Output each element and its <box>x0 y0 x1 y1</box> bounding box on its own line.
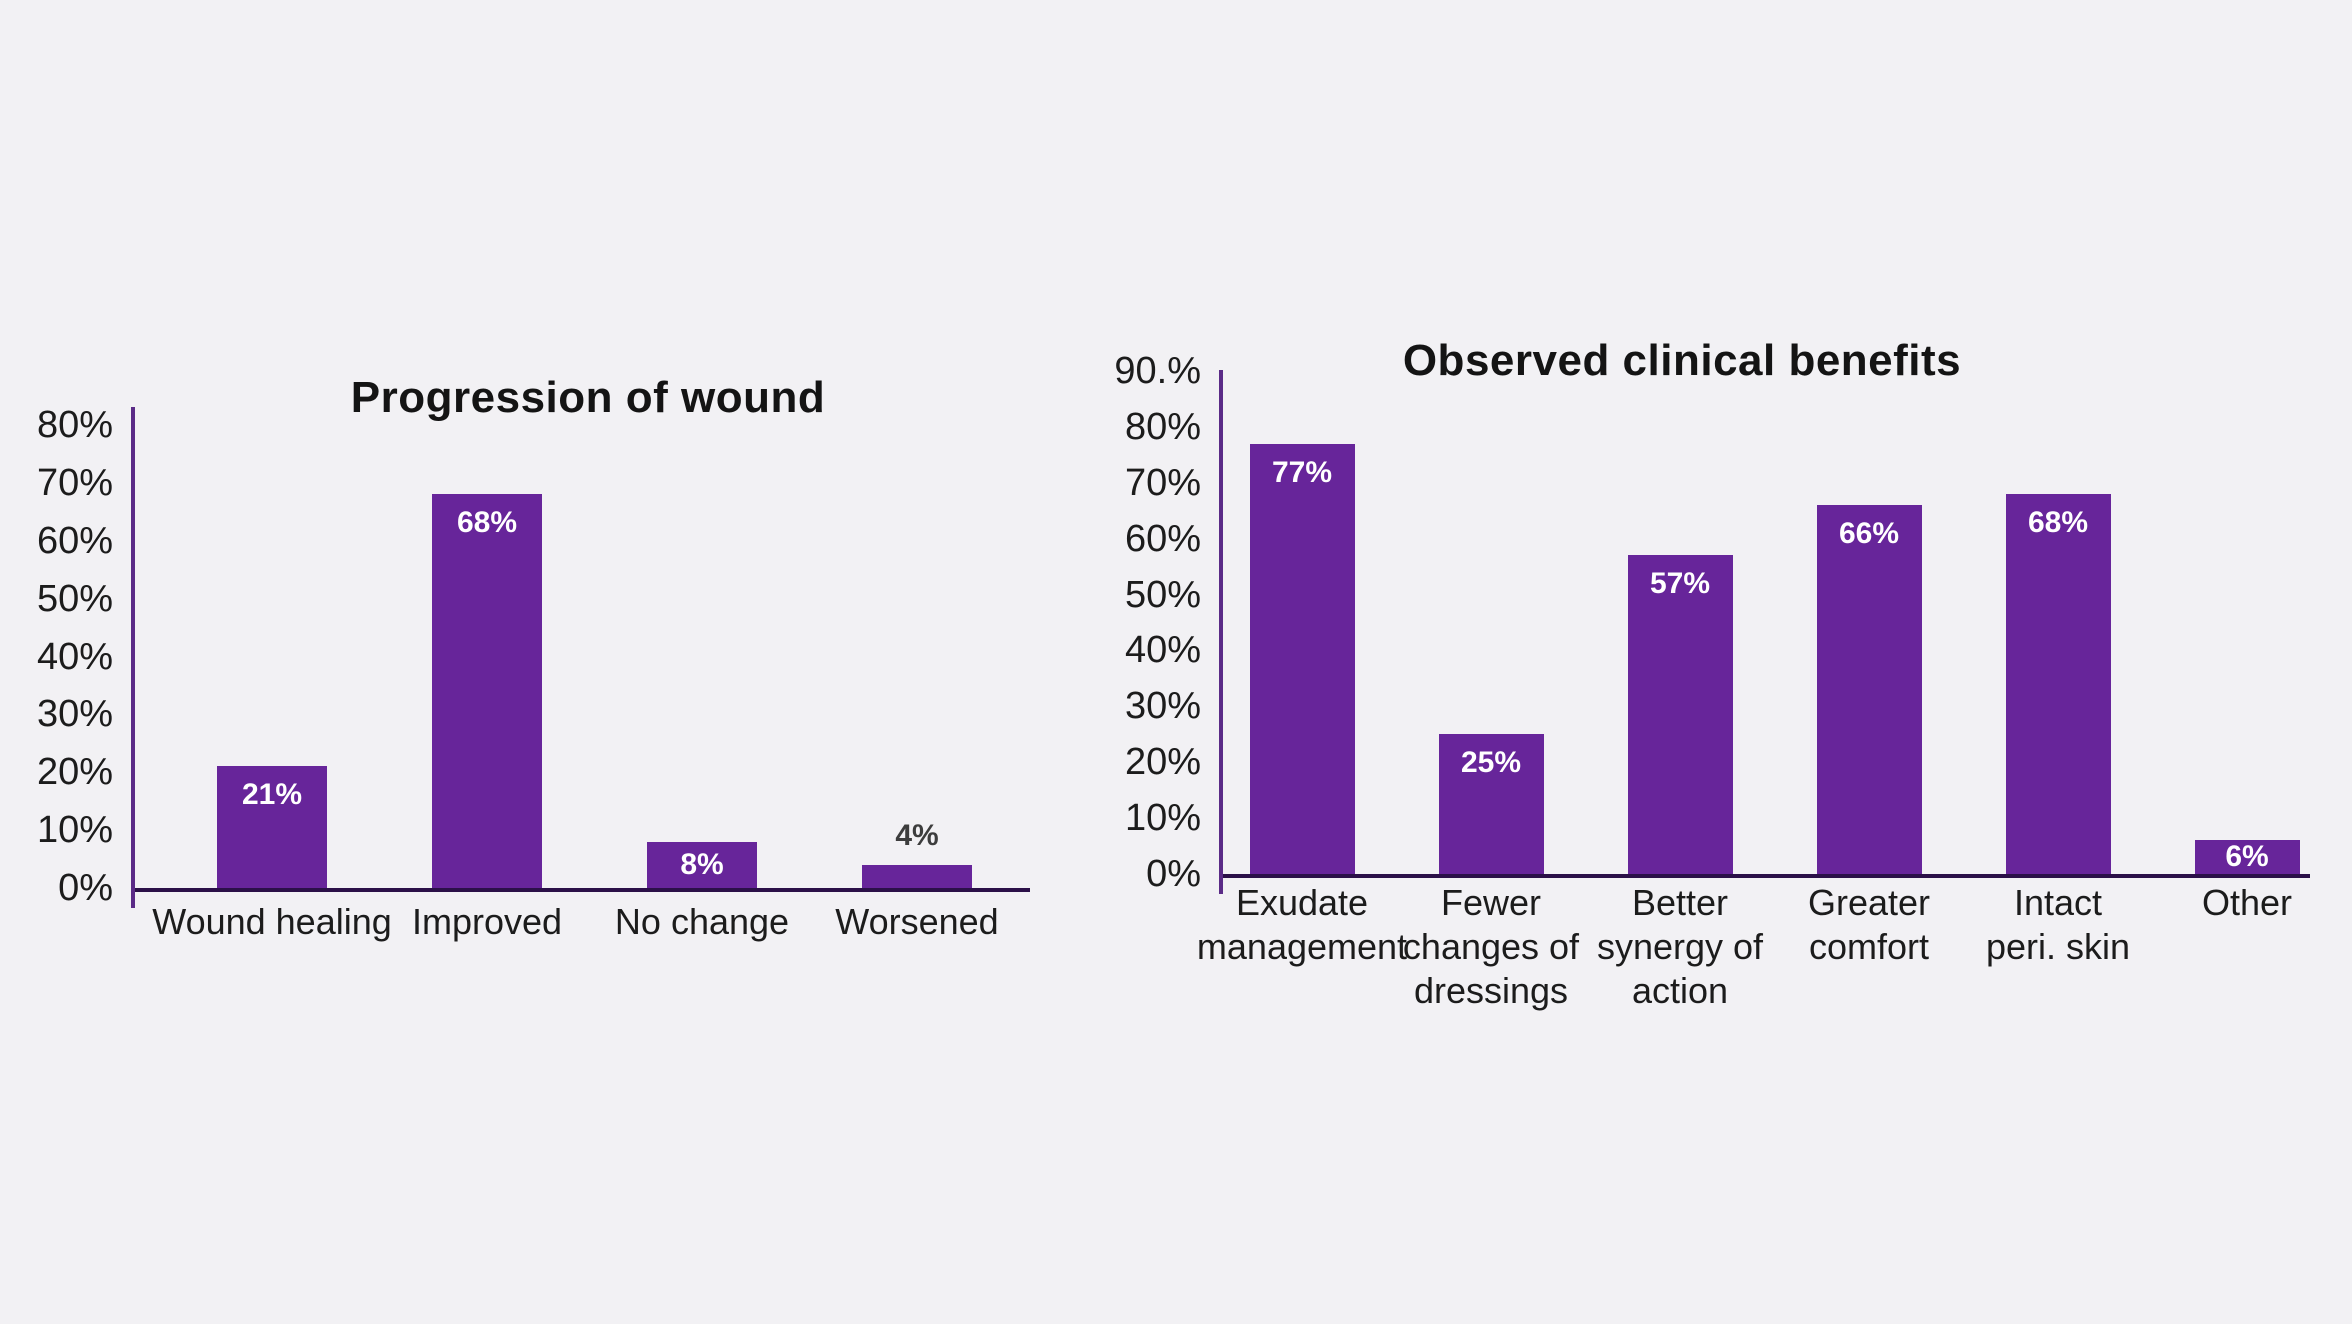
bar: 6% <box>2194 840 2300 874</box>
y-tick-label: 40% <box>36 635 113 678</box>
x-axis-line <box>135 888 1030 892</box>
category-label: Improved <box>411 901 563 942</box>
y-tick-label: 40% <box>1124 629 1201 672</box>
bar-value-label: 68% <box>2027 506 2089 539</box>
bar: 25% <box>1438 734 1544 874</box>
bar-value-label: 68% <box>456 506 518 539</box>
y-tick-label: 50% <box>36 577 113 620</box>
y-tick-label: 10% <box>1124 797 1201 840</box>
bar-value-label: 77% <box>1271 456 1333 489</box>
category-label: No change <box>614 901 790 942</box>
y-tick-label: 20% <box>36 751 113 794</box>
y-tick-label: 80% <box>1124 405 1201 448</box>
category-label: Greater comfort <box>1807 882 1931 967</box>
bar: 77% <box>1249 444 1355 874</box>
bar <box>862 865 972 888</box>
y-axis-line <box>1219 370 1223 894</box>
y-tick-label: 30% <box>36 693 113 736</box>
bar: 68% <box>2005 494 2111 874</box>
y-tick-label: 10% <box>36 809 113 852</box>
bar: 68% <box>432 494 542 888</box>
bar: 66% <box>1816 505 1922 874</box>
category-label: Wound healing <box>152 901 392 942</box>
category-label: Fewer changes of dressings <box>1402 882 1580 1011</box>
chart-title: Progression of wound <box>350 373 826 422</box>
y-tick-label: 80% <box>36 404 113 446</box>
bar: 21% <box>217 766 327 888</box>
category-label: Intact peri. skin <box>1985 882 2131 967</box>
y-tick-label: 70% <box>36 461 113 504</box>
x-axis-line <box>1223 874 2310 878</box>
bar: 8% <box>647 842 757 888</box>
bar-value-label: 57% <box>1649 567 1711 600</box>
bar-value-label: 8% <box>680 848 724 881</box>
bar: 57% <box>1627 555 1733 874</box>
chart-title: Observed clinical benefits <box>1402 336 1962 385</box>
y-tick-label: 90.% <box>1114 349 1201 392</box>
y-tick-label: 20% <box>1124 741 1201 784</box>
category-label: Better synergy of action <box>1596 882 1764 1011</box>
y-tick-label: 60% <box>36 519 113 562</box>
y-tick-label: 50% <box>1124 573 1201 616</box>
y-tick-label: 0% <box>1146 853 1201 895</box>
bar-value-label: 4% <box>895 819 939 852</box>
category-label: Exudate management <box>1196 882 1408 967</box>
bar-value-label: 25% <box>1460 746 1522 779</box>
y-tick-label: 70% <box>1124 461 1201 504</box>
category-label: Worsened <box>835 901 999 942</box>
bar-value-label: 66% <box>1838 517 1900 550</box>
bar-value-label: 21% <box>241 778 303 811</box>
y-tick-label: 0% <box>58 867 113 909</box>
y-tick-label: 30% <box>1124 685 1201 728</box>
bar-value-label: 6% <box>2225 840 2269 873</box>
y-axis-line <box>131 407 135 908</box>
category-label: Other <box>2201 882 2293 923</box>
y-tick-label: 60% <box>1124 517 1201 560</box>
